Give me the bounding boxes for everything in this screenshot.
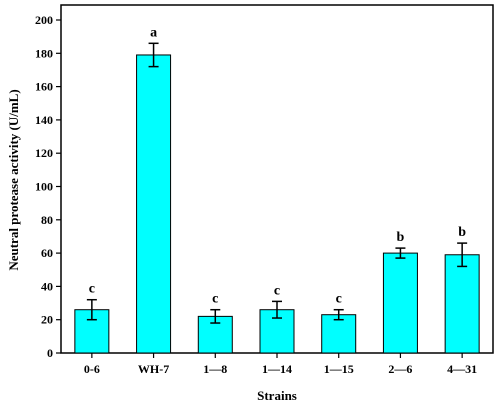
y-tick-label: 160 xyxy=(35,80,53,94)
bar-1—15 xyxy=(321,314,357,354)
significance-letter: a xyxy=(150,25,157,40)
x-tick-label: 2—6 xyxy=(388,362,412,376)
x-tick-label: 1—8 xyxy=(203,362,227,376)
significance-letter: b xyxy=(397,230,405,245)
x-tick-label: 1—14 xyxy=(262,362,292,376)
x-tick-label: 1—15 xyxy=(324,362,354,376)
bar-1—8 xyxy=(197,315,233,354)
bars-group: c a c c c b b xyxy=(74,25,480,354)
significance-letter: c xyxy=(212,292,218,307)
y-tick-label: 20 xyxy=(41,313,53,327)
bar-2—6 xyxy=(382,252,418,354)
significance-letter: c xyxy=(274,283,280,298)
x-tick-label: WH-7 xyxy=(138,362,169,376)
x-tick-label: 4—31 xyxy=(447,362,477,376)
y-tick-label: 0 xyxy=(47,346,53,360)
y-axis-ticks: 0 20 40 60 80 100 120 140 160 180 200 xyxy=(35,13,61,360)
y-tick-label: 80 xyxy=(41,213,53,227)
y-tick-label: 120 xyxy=(35,146,53,160)
bar-WH-7 xyxy=(136,54,172,354)
y-tick-label: 60 xyxy=(41,246,53,260)
y-tick-label: 140 xyxy=(35,113,53,127)
x-axis-ticks: 0-6 WH-7 1—8 1—14 1—15 2—6 4—31 xyxy=(84,353,477,376)
y-axis-title: Neutral protease activity (U/mL) xyxy=(6,89,21,270)
significance-letter: c xyxy=(336,292,342,307)
y-tick-label: 40 xyxy=(41,279,53,293)
y-tick-label: 200 xyxy=(35,13,53,27)
y-tick-label: 100 xyxy=(35,180,53,194)
significance-letter: b xyxy=(458,225,466,240)
bar-4—31 xyxy=(444,254,480,354)
significance-letter: c xyxy=(89,282,95,297)
x-axis-title: Strains xyxy=(257,388,297,403)
x-tick-label: 0-6 xyxy=(84,362,100,376)
y-tick-label: 180 xyxy=(35,46,53,60)
